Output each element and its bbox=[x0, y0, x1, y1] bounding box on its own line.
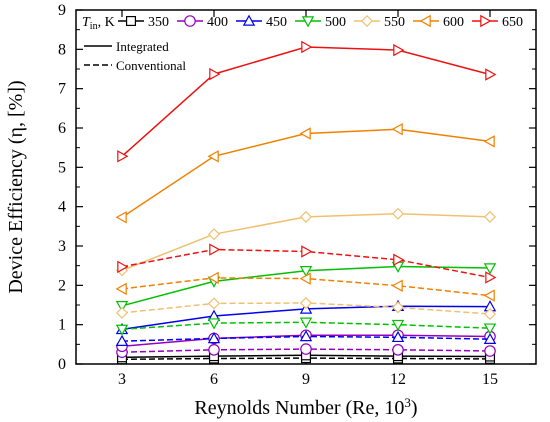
legend: Tin, K 350 400 450 500 550 600 650 Integrated Con… bbox=[82, 14, 523, 73]
data-point-600-conventional bbox=[299, 272, 311, 285]
legend-title: Tin, K bbox=[82, 15, 115, 32]
legend-style-label-solid: Integrated bbox=[116, 39, 169, 54]
y-tick-label: 9 bbox=[58, 2, 66, 19]
x-axis-title-sup: 3 bbox=[404, 395, 411, 410]
y-tick-label: 4 bbox=[58, 199, 66, 216]
x-axis-title-main: Reynolds Number (Re, 10 bbox=[194, 397, 404, 419]
data-point-500-conventional bbox=[391, 319, 405, 332]
x-tick-label: 12 bbox=[390, 371, 406, 388]
legend-marker-500 bbox=[301, 16, 315, 28]
data-point-500-integrated bbox=[483, 263, 497, 275]
data-point-400-conventional bbox=[484, 345, 496, 357]
data-point-550-conventional bbox=[207, 297, 221, 310]
legend-label-500: 500 bbox=[325, 15, 346, 30]
legend-marker-400 bbox=[184, 15, 196, 27]
data-point-450-conventional bbox=[483, 332, 497, 344]
data-point-550-conventional bbox=[115, 306, 129, 319]
x-axis-title: Reynolds Number (Re, 103) bbox=[194, 395, 417, 419]
data-point-550-integrated bbox=[207, 228, 221, 241]
data-point-550-integrated bbox=[483, 210, 497, 223]
data-point-600-integrated bbox=[207, 150, 219, 163]
data-point-500-conventional bbox=[299, 317, 313, 329]
data-point-650-integrated bbox=[301, 40, 313, 54]
data-point-650-integrated bbox=[393, 43, 405, 57]
x-axis-title-close: ) bbox=[411, 397, 418, 419]
y-tick-label: 0 bbox=[58, 356, 66, 373]
x-tick-label: 3 bbox=[118, 371, 126, 388]
data-point-600-conventional bbox=[207, 271, 219, 285]
data-point-650-integrated bbox=[117, 150, 129, 163]
legend-label-600: 600 bbox=[443, 15, 464, 30]
legend-label-450: 450 bbox=[266, 15, 287, 30]
data-point-550-integrated bbox=[299, 210, 313, 223]
data-point-450-conventional bbox=[115, 334, 129, 346]
y-tick-label: 3 bbox=[58, 238, 66, 255]
y-tick-label: 8 bbox=[58, 41, 66, 58]
data-point-650-conventional bbox=[301, 245, 313, 258]
data-point-650-integrated bbox=[485, 68, 497, 81]
data-point-550-conventional bbox=[299, 296, 313, 310]
data-point-400-conventional bbox=[208, 344, 220, 356]
data-point-550-conventional bbox=[391, 301, 405, 314]
data-point-650-conventional bbox=[393, 253, 405, 266]
series-layer bbox=[115, 40, 497, 365]
legend-style-label-dashed: Conventional bbox=[116, 58, 186, 73]
data-point-650-integrated bbox=[209, 67, 221, 81]
legend-marker-550 bbox=[360, 14, 374, 28]
data-point-500-conventional bbox=[207, 318, 221, 330]
data-point-600-integrated bbox=[115, 211, 127, 224]
y-tick-label: 2 bbox=[58, 277, 66, 294]
legend-marker-600 bbox=[419, 14, 431, 28]
legend-marker-650 bbox=[480, 14, 492, 28]
legend-label-550: 550 bbox=[384, 15, 405, 30]
data-point-600-conventional bbox=[483, 289, 495, 302]
data-point-600-conventional bbox=[391, 279, 403, 292]
data-point-400-conventional bbox=[300, 343, 312, 355]
data-point-600-integrated bbox=[299, 127, 311, 140]
legend-marker-350 bbox=[125, 15, 137, 27]
legend-label-400: 400 bbox=[207, 15, 228, 30]
data-point-500-integrated bbox=[299, 266, 313, 278]
y-tick-label: 7 bbox=[58, 81, 66, 98]
series-line-600-integrated bbox=[121, 128, 491, 218]
data-point-500-conventional bbox=[115, 324, 129, 336]
data-point-600-conventional bbox=[115, 282, 127, 296]
y-tick-label: 6 bbox=[58, 120, 66, 137]
data-point-400-conventional bbox=[392, 344, 404, 356]
data-point-550-integrated bbox=[391, 207, 405, 220]
data-point-450-conventional bbox=[391, 330, 405, 343]
data-point-550-conventional bbox=[483, 307, 497, 321]
legend-label-350: 350 bbox=[148, 15, 169, 30]
x-tick-label: 9 bbox=[302, 371, 310, 388]
data-point-650-conventional bbox=[117, 260, 129, 274]
x-tick-label: 6 bbox=[210, 371, 218, 388]
data-point-450-conventional bbox=[299, 330, 313, 342]
data-point-600-integrated bbox=[483, 135, 495, 148]
data-point-650-conventional bbox=[485, 271, 497, 284]
data-point-450-conventional bbox=[207, 331, 221, 344]
y-tick-label: 5 bbox=[58, 159, 66, 176]
data-point-600-integrated bbox=[391, 122, 403, 136]
data-point-500-integrated bbox=[115, 301, 129, 313]
legend-label-650: 650 bbox=[502, 15, 523, 30]
y-axis-title: Device Efficiency (η, [%]) bbox=[5, 80, 27, 293]
data-point-650-conventional bbox=[209, 243, 221, 256]
x-tick-label: 15 bbox=[482, 371, 498, 388]
data-point-500-conventional bbox=[483, 323, 497, 335]
y-tick-label: 1 bbox=[58, 317, 66, 334]
legend-marker-450 bbox=[242, 14, 256, 26]
